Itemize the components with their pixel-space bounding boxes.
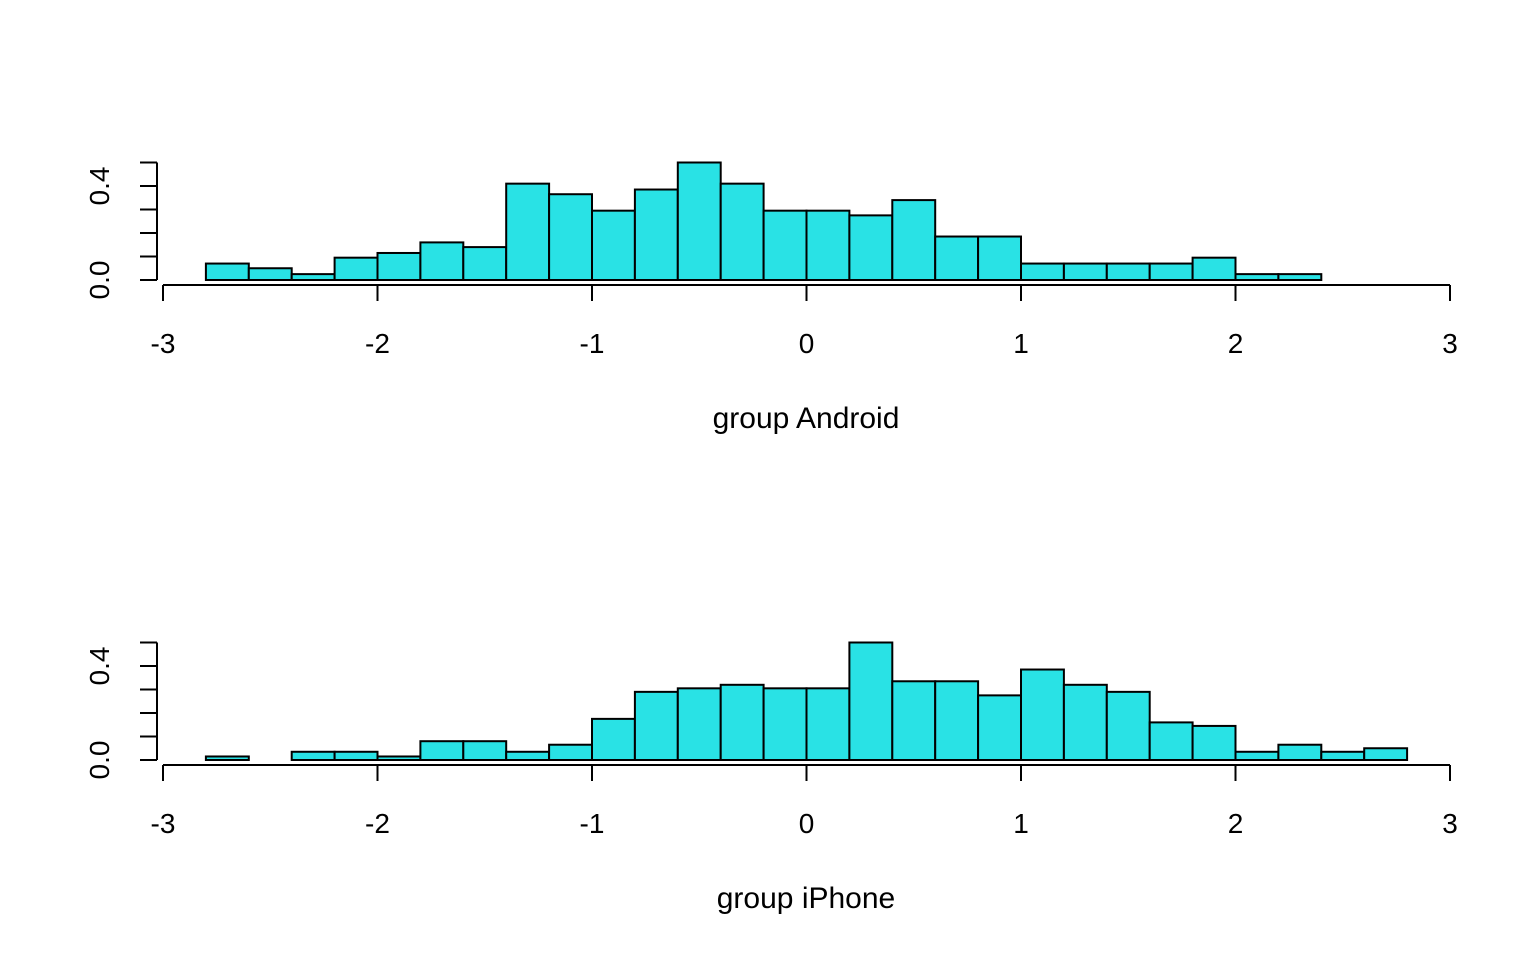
y-tick-label: 0.4 (84, 647, 115, 686)
histogram-bar (676, 687, 722, 761)
histogram-bar (805, 209, 851, 281)
x-tick-label: 2 (1228, 328, 1244, 359)
histogram-bar (1234, 273, 1280, 281)
histogram-bar (1062, 262, 1108, 281)
histogram-bar (247, 267, 293, 281)
histogram-bar (762, 687, 808, 761)
histogram-bar (290, 750, 336, 761)
histogram-bar (591, 717, 636, 761)
histogram-bar (204, 262, 250, 281)
x-tick-label: 1 (1013, 808, 1029, 839)
histogram-bar (848, 214, 894, 281)
histogram-bar (934, 680, 980, 761)
histogram-bar (1320, 750, 1366, 761)
x-tick-label: 3 (1442, 328, 1458, 359)
x-tick-label: -2 (365, 328, 390, 359)
x-tick-label: -2 (365, 808, 390, 839)
histogram-bar (1020, 668, 1065, 761)
iphone-x-axis-label: group iPhone (716, 882, 896, 915)
histogram-bar (333, 256, 379, 281)
histogram-bar (1277, 743, 1323, 762)
histogram-bar (805, 687, 851, 761)
x-tick-label: 3 (1442, 808, 1458, 839)
histogram-bar (419, 740, 465, 762)
x-tick-label: 2 (1228, 808, 1244, 839)
histogram-bar (891, 680, 937, 761)
x-tick-label: -3 (151, 328, 176, 359)
histogram-bar (333, 750, 379, 761)
histogram-bar (462, 246, 508, 282)
x-tick-label: 0 (799, 328, 815, 359)
histogram-bar (762, 209, 808, 281)
histogram-bar (505, 182, 551, 281)
histogram-bar (1191, 724, 1237, 762)
histogram-bar (848, 641, 894, 761)
histogram-bar (1277, 273, 1323, 281)
x-tick-label: -1 (580, 328, 605, 359)
y-tick-label: 0.0 (84, 741, 115, 780)
histogram-bar (977, 694, 1022, 761)
histogram-bar (719, 182, 765, 281)
android-x-axis-label: group Android (712, 402, 900, 435)
histogram-bar (376, 755, 422, 762)
x-tick-label: 1 (1013, 328, 1029, 359)
y-tick-label: 0.0 (84, 261, 115, 300)
histogram-bar (548, 743, 593, 762)
android-panel: -3 -2 -1 0 1 2 3 0.0 0.4 group Android (84, 161, 1458, 435)
histogram-bar (1191, 256, 1237, 281)
histogram-bar (376, 251, 422, 282)
histogram-bar (548, 193, 593, 282)
histogram-bar (1234, 750, 1280, 761)
histogram-bar (1062, 683, 1108, 761)
histogram-bar (290, 273, 336, 281)
histogram-bar (1148, 721, 1194, 761)
histogram-bar (891, 199, 937, 282)
y-tick-label: 0.4 (84, 167, 115, 206)
histogram-bar (633, 690, 679, 762)
histogram-bar (462, 740, 508, 762)
iphone-panel: -3 -2 -1 0 1 2 3 0.0 0.4 group iPhone (0, 480, 1536, 960)
histogram-bar (1148, 262, 1194, 281)
histogram-bar (419, 241, 465, 281)
histogram-bar (676, 161, 722, 281)
x-tick-label: 0 (799, 808, 815, 839)
histogram-bar (204, 755, 250, 762)
histogram-bar (977, 235, 1022, 281)
histogram-bar (633, 188, 679, 281)
histogram-bar (1020, 262, 1065, 281)
x-tick-label: -3 (151, 808, 176, 839)
x-tick-label: -1 (580, 808, 605, 839)
histogram-bar (1105, 690, 1151, 762)
histogram-bar (591, 209, 636, 281)
android-histogram: -3 -2 -1 0 1 2 3 0.0 0.4 (84, 161, 1458, 359)
iphone-histogram: -3 -2 -1 0 1 2 3 0.0 0.4 (84, 641, 1458, 839)
histogram-bar (1105, 262, 1151, 281)
histogram-bar (934, 235, 980, 281)
histogram-bar (719, 683, 765, 761)
histogram-bar (505, 750, 551, 761)
histogram-bar (1363, 747, 1409, 761)
